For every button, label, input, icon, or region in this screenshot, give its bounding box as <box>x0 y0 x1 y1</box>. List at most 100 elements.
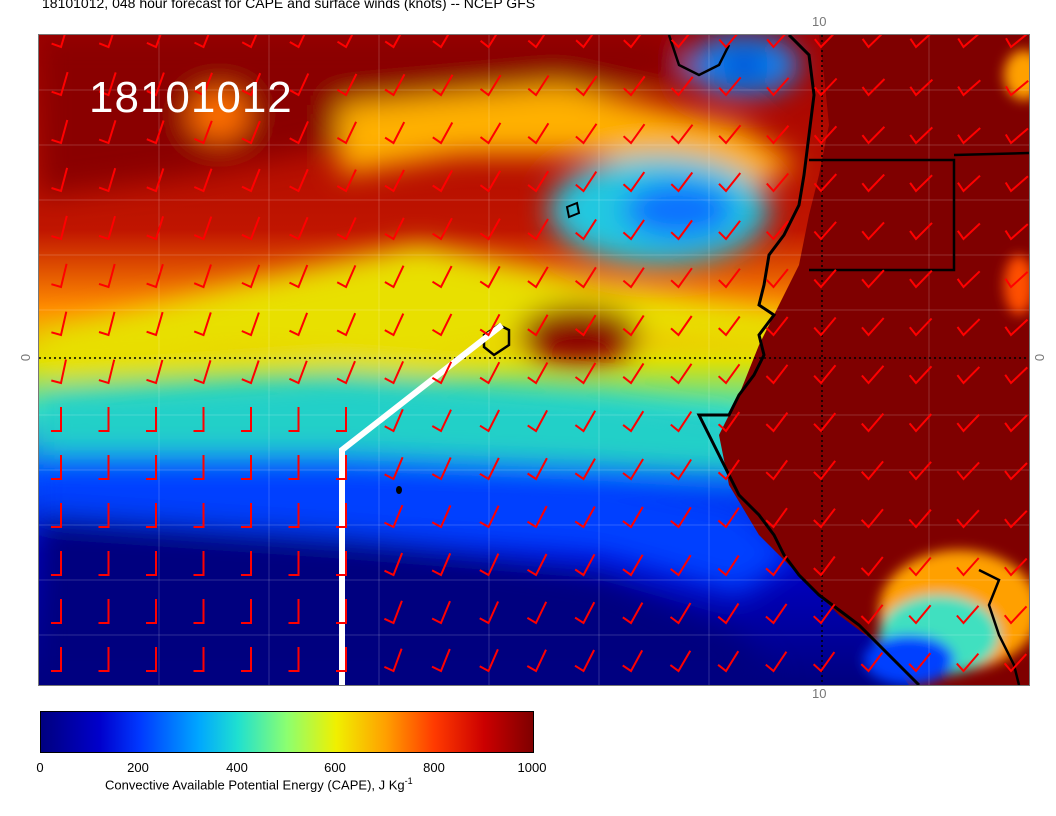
wind-barb <box>288 503 300 528</box>
wind-barb <box>1004 557 1028 577</box>
wind-barb <box>336 73 358 97</box>
wind-barb <box>98 72 117 97</box>
wind-barb <box>1003 605 1028 625</box>
wind-barb <box>765 507 788 529</box>
wind-barb <box>336 169 357 193</box>
wind-barb <box>1004 175 1029 193</box>
wind-barb <box>765 603 788 625</box>
wind-barb <box>765 220 789 241</box>
wind-barb <box>718 315 741 337</box>
wind-barb <box>1005 35 1028 49</box>
wind-barb <box>670 506 692 529</box>
wind-barbs <box>51 35 1029 673</box>
wind-barb <box>479 409 500 433</box>
lat-label-left: 0 <box>18 353 34 362</box>
wind-barb <box>1004 223 1029 241</box>
wind-barb <box>813 221 837 241</box>
wind-barb <box>336 455 347 480</box>
wind-barb <box>241 312 260 337</box>
wind-barb <box>717 555 740 577</box>
wind-barb <box>765 555 788 577</box>
wind-barb <box>98 120 117 145</box>
wind-barb <box>288 360 308 385</box>
wind-barb <box>384 360 405 385</box>
wind-barb <box>51 215 68 241</box>
land-region <box>719 35 1029 685</box>
wind-barb <box>51 455 62 480</box>
wind-barb <box>384 121 406 145</box>
wind-barb <box>146 455 157 480</box>
wind-barb <box>51 407 62 432</box>
border-line-se <box>978 568 1021 685</box>
wind-barb <box>479 457 500 481</box>
wind-barb <box>622 506 644 529</box>
wind-barb <box>861 126 886 145</box>
wind-barb <box>431 409 452 433</box>
wind-barb <box>861 221 885 241</box>
wind-barb <box>527 409 548 433</box>
wind-barb <box>288 455 300 480</box>
wind-barb <box>622 314 645 337</box>
wind-barb <box>431 457 452 481</box>
wind-barb <box>336 551 347 576</box>
wind-barb <box>288 599 300 624</box>
wind-barb <box>98 359 116 385</box>
wind-barb <box>718 220 741 241</box>
wind-barb <box>860 460 884 481</box>
wind-barb <box>479 35 498 49</box>
wind-barb <box>336 312 357 337</box>
wind-barb <box>812 651 836 673</box>
wind-barb <box>861 35 883 49</box>
wind-barb <box>336 647 347 672</box>
colorbar-tick: 600 <box>324 760 346 775</box>
wind-barb <box>289 312 309 337</box>
wind-barb <box>669 650 692 673</box>
wind-barb <box>908 509 932 529</box>
wind-barb <box>622 219 645 241</box>
wind-barb <box>527 74 550 97</box>
wind-barb <box>479 361 501 385</box>
wind-barb <box>384 265 405 289</box>
wind-barb <box>717 459 740 481</box>
wind-barb <box>98 167 117 193</box>
border-line-north <box>809 158 956 272</box>
wind-barb <box>909 126 933 145</box>
wind-barb <box>98 551 110 576</box>
wind-barb <box>908 604 932 625</box>
wind-barb <box>431 504 452 529</box>
wind-barb <box>98 215 116 241</box>
wind-barb <box>384 73 406 97</box>
wind-barb <box>908 461 932 481</box>
wind-barb <box>574 458 596 481</box>
wind-barb <box>98 35 114 49</box>
wind-barb <box>813 316 837 337</box>
date-stamp: 18101012 <box>89 73 293 122</box>
border-line-ne <box>953 151 1029 157</box>
wind-barb <box>479 122 502 145</box>
wind-barb <box>193 647 205 672</box>
wind-barb <box>98 311 116 337</box>
colorbar-tick: 0 <box>36 760 44 775</box>
wind-barb <box>51 263 68 289</box>
wind-barb <box>193 599 205 624</box>
wind-barb <box>813 173 838 193</box>
wind-barb <box>813 412 837 433</box>
wind-barb <box>956 222 981 241</box>
wind-barb <box>527 35 546 49</box>
wind-barb <box>574 601 596 625</box>
wind-barb <box>860 508 884 529</box>
wind-barb <box>670 124 694 145</box>
wind-barb <box>813 77 838 97</box>
wind-barb <box>193 360 212 385</box>
wind-barb <box>957 79 981 97</box>
wind-barb <box>146 120 165 145</box>
wind-barb <box>575 171 598 193</box>
wind-barb <box>479 648 499 673</box>
wind-barb <box>336 407 347 432</box>
wind-barb <box>336 360 356 385</box>
wind-barb <box>193 407 205 432</box>
wind-barb <box>623 35 642 49</box>
wind-barb <box>431 313 453 337</box>
colorbar-tick: 800 <box>423 760 445 775</box>
wind-barb <box>527 362 549 385</box>
